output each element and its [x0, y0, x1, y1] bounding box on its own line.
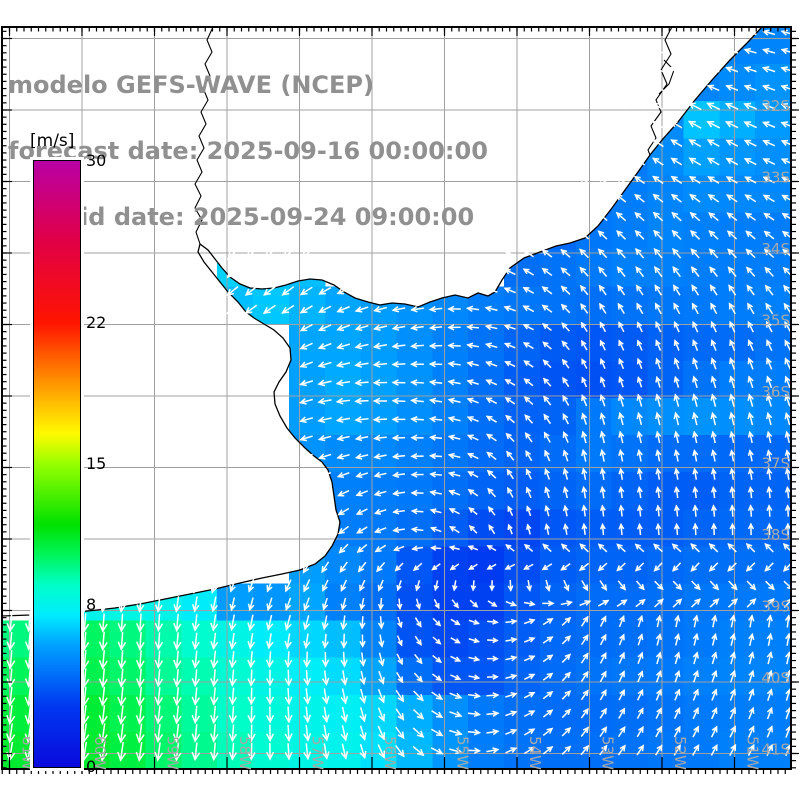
lon-label: 59W — [164, 736, 182, 770]
river-line — [194, 26, 214, 245]
lon-label: 55W — [454, 736, 472, 770]
lon-label: 51W — [744, 736, 762, 770]
coastline — [1, 26, 763, 617]
colorbar-tick-label: 30 — [86, 151, 107, 170]
valid-date-line: valid date: 2025-09-24 09:00:00 — [40, 203, 475, 231]
lon-label: 56W — [381, 736, 399, 770]
lat-label: 35S — [761, 312, 790, 330]
lat-label: 33S — [761, 169, 790, 187]
lat-label: 32S — [761, 97, 790, 115]
lat-label: 36S — [761, 383, 790, 401]
land-mask — [2, 27, 762, 616]
lon-label: 52W — [671, 736, 689, 770]
wave-direction-arrows — [6, 29, 794, 763]
lon-label: 61W — [19, 736, 37, 770]
lat-axis-labels: 32S 33S 34S 35S 36S 37S 38S 39S 40S 41S — [761, 97, 790, 759]
forecast-date-line: forecast date: 2025-09-16 00:00:00 — [8, 137, 488, 165]
colorbar-tick-label: 15 — [86, 454, 107, 473]
lat-label: 38S — [761, 526, 790, 544]
colorbar — [30, 157, 84, 771]
lat-label: 39S — [761, 598, 790, 616]
colorbar-unit-label: [m/s] — [30, 131, 75, 151]
plot-title-block: modelo GEFS-WAVE (NCEP) forecast date: 2… — [8, 30, 488, 272]
lon-label: 57W — [309, 736, 327, 770]
colorbar-tick-label: 0 — [86, 757, 97, 776]
plot-title: modelo GEFS-WAVE (NCEP) — [8, 71, 374, 99]
lat-label: 41S — [761, 741, 790, 759]
lon-label: 53W — [599, 736, 617, 770]
lon-label: 58W — [236, 736, 254, 770]
colorbar-tick-label: 22 — [86, 312, 107, 332]
lat-label: 40S — [761, 669, 790, 687]
ocean-heatmap-cells — [2, 27, 792, 770]
axis-ticks — [1, 27, 799, 774]
lat-label: 34S — [761, 240, 790, 258]
lon-axis-labels: 61W 60W 59W 58W 57W 56W 55W 54W 53W 52W 51W — [19, 736, 762, 770]
map-frame — [1, 26, 792, 770]
colorbar-tick-label: 8 — [86, 595, 97, 615]
lat-label: 37S — [761, 455, 790, 473]
lagoon-line — [647, 26, 675, 156]
lon-label: 54W — [526, 736, 544, 770]
lon-label: 60W — [91, 736, 109, 770]
